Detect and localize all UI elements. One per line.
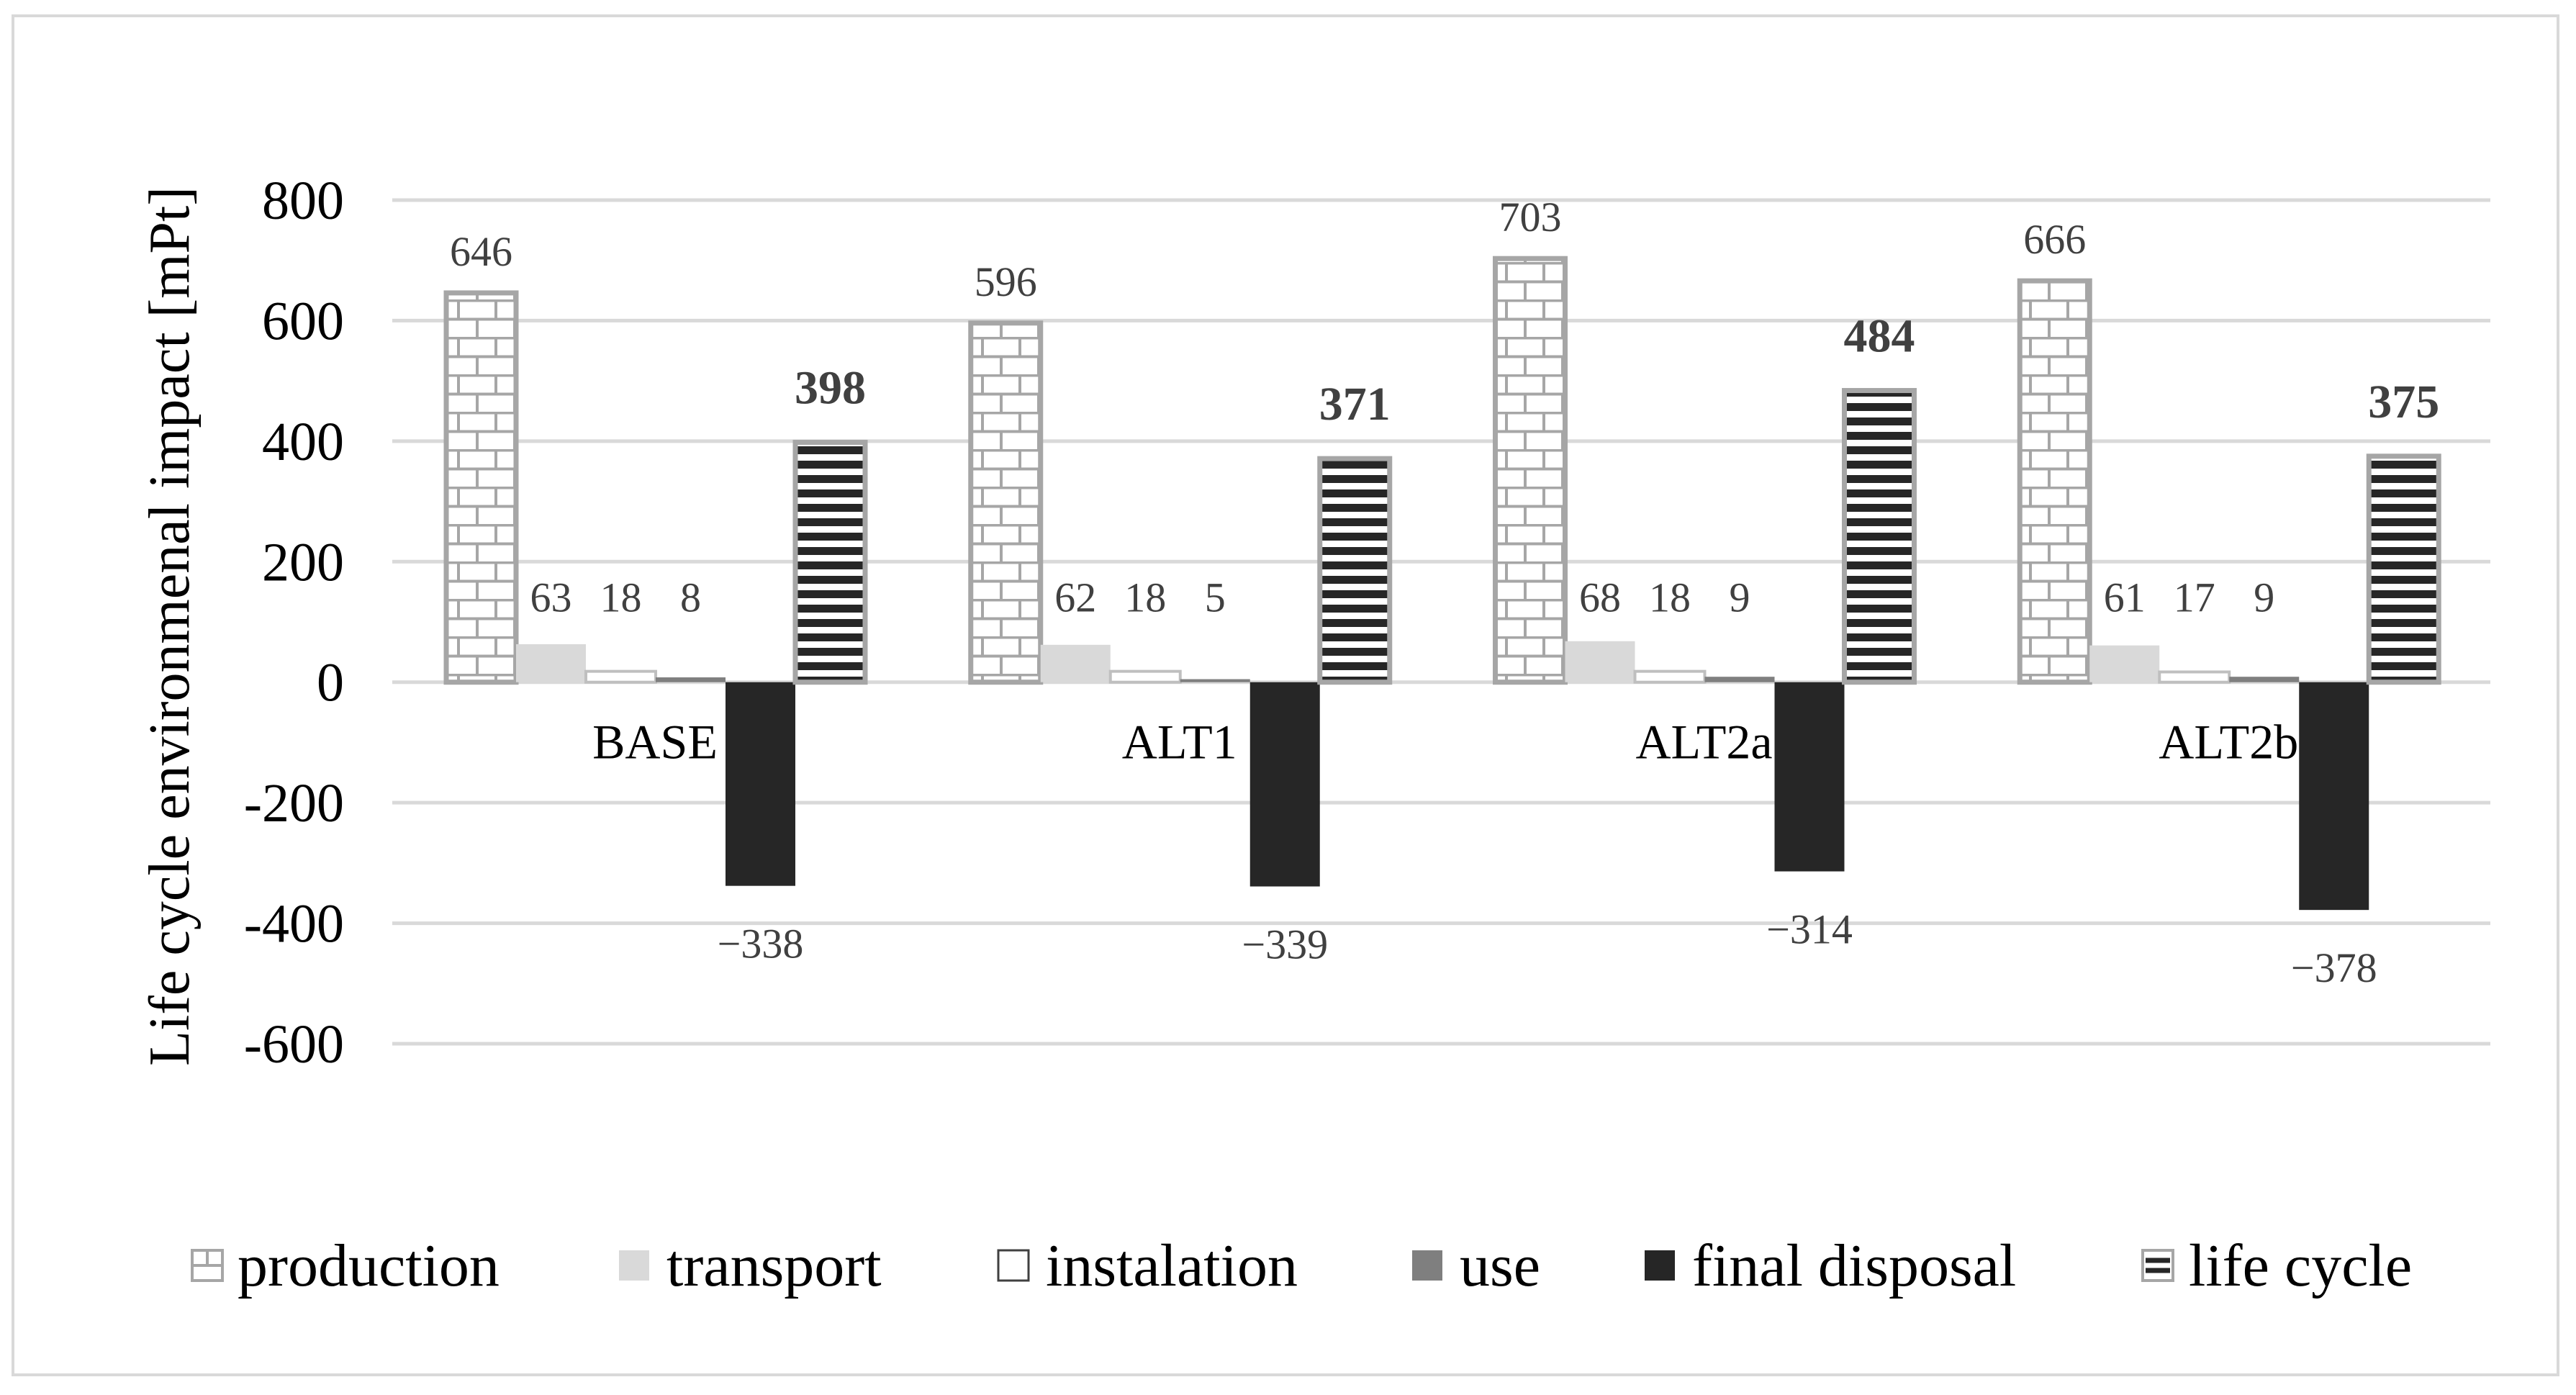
legend-item-transport[interactable]: transport [619,1232,882,1299]
data-label-use-base: 8 [680,574,701,621]
y-tick-label: -200 [244,773,344,834]
bar-instalation-alt2a [1633,669,1707,684]
category-label-alt2a: ALT2a [1635,715,1772,769]
data-label-life_cycle-alt2b: 375 [2368,376,2439,428]
bars [443,256,2441,911]
bar-use-alt2b [2229,677,2300,682]
data-label-final_disposal-alt2b: −378 [2291,944,2377,991]
legend-label-final-disposal: final disposal [1692,1232,2016,1299]
category-label-base: BASE [592,715,718,769]
data-label-instalation-alt1: 18 [1124,574,1166,621]
bar-life_cycle-alt1 [1317,456,1393,685]
legend-label-production: production [238,1232,500,1299]
legend-swatch-final-disposal [1645,1250,1675,1281]
bar-life_cycle-alt2b [2366,453,2441,685]
data-label-production-alt1: 596 [975,258,1037,305]
legend-swatch-use [1412,1250,1442,1281]
data-label-life_cycle-alt1: 371 [1319,378,1391,430]
data-label-use-alt2a: 9 [1730,574,1750,621]
bar-final_disposal-base [726,682,795,886]
category-labels: BASE ALT1 ALT2a ALT2b [592,715,2298,769]
legend-label-instalation: instalation [1046,1232,1298,1299]
bar-final_disposal-alt2a [1774,682,1845,872]
y-tick-label: 400 [262,412,344,472]
y-tick-label: -600 [244,1014,344,1075]
bar-transport-alt2a [1565,641,1635,682]
data-label-transport-base: 63 [530,574,572,621]
bar-final_disposal-alt2b [2299,682,2369,911]
data-label-production-alt2a: 703 [1499,194,1562,240]
data-label-instalation-alt2a: 18 [1649,574,1691,621]
bar-use-alt2a [1704,677,1775,682]
y-tick-labels: 800 600 400 200 0 -200 -400 -600 [244,171,344,1075]
legend-item-final-disposal[interactable]: final disposal [1645,1232,2016,1299]
data-label-final_disposal-base: −338 [718,921,804,967]
bar-life_cycle-alt2a [1842,388,1917,685]
legend-label-use: use [1460,1232,1540,1299]
legend-swatch-life-cycle [2141,1249,2174,1282]
legend-label-transport: transport [666,1232,882,1299]
data-label-use-alt2b: 9 [2254,574,2274,621]
data-labels: 646 63 18 8 −338 398 596 62 18 5 −339 371 703 68 18 9 −3… [450,194,2439,991]
bar-final_disposal-alt1 [1249,682,1320,887]
data-label-transport-alt2a: 68 [1579,574,1621,621]
category-label-alt1: ALT1 [1122,715,1237,769]
legend-swatch-transport [619,1250,649,1281]
bar-life_cycle-base [792,440,868,685]
legend-item-production[interactable]: production [191,1232,500,1299]
bar-use-base [656,677,726,682]
legend-label-life-cycle: life cycle [2189,1232,2412,1299]
legend-item-instalation[interactable]: instalation [997,1232,1298,1299]
bar-use-alt1 [1180,679,1250,682]
data-label-transport-alt2b: 61 [2104,574,2146,621]
y-tick-label: -400 [244,894,344,954]
bar-instalation-base [584,669,657,684]
bar-production-alt1 [968,320,1044,685]
data-label-instalation-alt2b: 17 [2174,574,2215,621]
y-tick-label: 0 [317,653,344,713]
bar-transport-alt1 [1040,644,1111,682]
data-label-production-alt2b: 666 [2023,216,2086,263]
legend-swatch-life-cycle-stripes [2146,1258,2170,1273]
y-tick-label: 800 [262,171,344,231]
data-label-instalation-base: 18 [600,574,642,621]
legend-swatch-production-bricks [192,1250,222,1267]
legend-item-use[interactable]: use [1412,1232,1540,1299]
bar-instalation-alt1 [1108,669,1182,684]
data-label-life_cycle-base: 398 [795,362,866,415]
bar-production-alt2b [2017,278,2092,685]
y-axis-title: Life cycle environmenal impact [mPt] [138,186,202,1066]
data-label-life_cycle-alt2a: 484 [1844,310,1915,363]
bar-instalation-alt2b [2158,670,2231,684]
data-label-use-alt1: 5 [1205,574,1226,621]
data-label-production-base: 646 [450,228,512,275]
bar-transport-base [516,644,586,682]
legend: production transport instalation use fin… [191,1232,2412,1299]
bar-production-base [443,290,519,685]
y-tick-label: 200 [262,532,344,592]
bar-production-alt2a [1493,256,1568,685]
bar-transport-alt2b [2089,645,2160,682]
legend-swatch-instalation [997,1249,1030,1282]
y-tick-label: 600 [262,291,344,351]
gridlines [392,198,2490,1046]
legend-item-life-cycle[interactable]: life cycle [2141,1232,2412,1299]
data-label-transport-alt1: 62 [1054,574,1096,621]
category-label-alt2b: ALT2b [2159,715,2298,769]
data-label-final_disposal-alt1: −339 [1242,921,1328,968]
data-label-final_disposal-alt2a: −314 [1766,906,1853,953]
